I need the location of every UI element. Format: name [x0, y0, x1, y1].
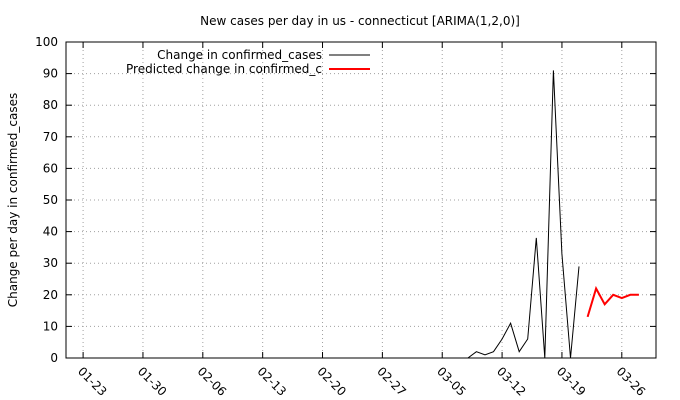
chart-title: New cases per day in us - connecticut [A… — [200, 14, 520, 28]
x-tick-label: 02-06 — [195, 364, 230, 399]
x-tick-label: 03-12 — [494, 364, 529, 399]
y-tick-label: 20 — [43, 288, 58, 302]
y-tick-label: 10 — [43, 319, 58, 333]
legend-label: Predicted change in confirmed_c — [126, 62, 322, 76]
x-axis-ticks: 01-23 01-30 02-06 02-13 02-20 02-27 03-05 03-12… — [75, 42, 648, 399]
series-line-actual — [467, 70, 580, 359]
x-tick-label: 02-27 — [374, 364, 409, 399]
legend-label: Change in confirmed_cases — [157, 48, 322, 62]
x-tick-label: 01-23 — [75, 364, 110, 399]
x-tick-label: 01-30 — [135, 364, 170, 399]
x-tick-label: 03-19 — [554, 364, 589, 399]
y-tick-label: 90 — [43, 67, 58, 81]
y-tick-label: 80 — [43, 98, 58, 112]
y-axis-label: Change per day in confirmed_cases — [6, 93, 20, 308]
y-tick-label: 100 — [35, 35, 58, 49]
y-tick-label: 50 — [43, 193, 58, 207]
y-tick-label: 70 — [43, 130, 58, 144]
series-line-predicted — [586, 285, 639, 318]
series-lines — [467, 70, 639, 359]
x-tick-label: 02-20 — [314, 364, 349, 399]
x-tick-label: 03-26 — [614, 364, 649, 399]
y-tick-label: 0 — [50, 351, 58, 365]
grid-lines — [66, 42, 656, 358]
y-axis-ticks: 0 10 20 30 40 50 60 70 80 90 100 — [35, 35, 656, 365]
y-tick-label: 40 — [43, 225, 58, 239]
y-tick-label: 30 — [43, 256, 58, 270]
x-tick-label: 03-05 — [434, 364, 469, 399]
y-tick-label: 60 — [43, 161, 58, 175]
x-tick-label: 02-13 — [255, 364, 290, 399]
